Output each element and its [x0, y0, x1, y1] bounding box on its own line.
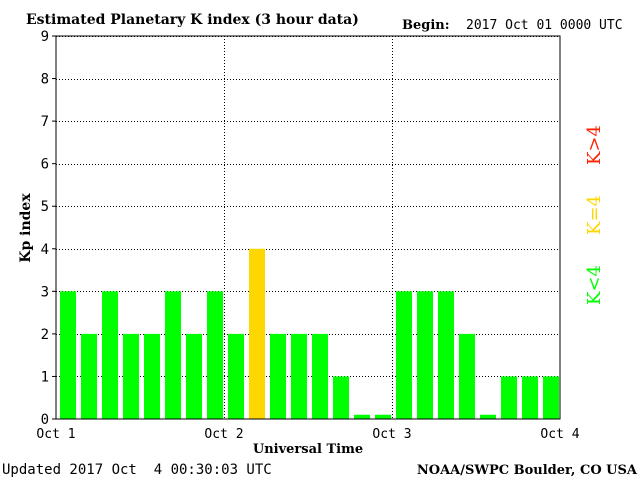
kp-bar [438, 291, 454, 419]
y-axis-label: Kp index [18, 193, 34, 263]
y-tick-label: 0 [41, 412, 49, 428]
legend: K<4 K=4 K>4 [584, 125, 605, 305]
kp-bar [270, 333, 286, 419]
kp-bar [228, 333, 244, 419]
y-tick-label: 1 [41, 369, 49, 385]
y-tick-label: 5 [41, 199, 49, 215]
kp-bar [354, 414, 370, 419]
legend-entry: K>4 [584, 125, 605, 165]
bar-series [60, 248, 559, 419]
x-tick-label: Oct 3 [372, 427, 411, 442]
kp-bar [186, 333, 202, 419]
y-tick-label: 4 [41, 242, 49, 258]
y-tick-label: 6 [41, 157, 49, 173]
y-tick-label: 2 [41, 327, 49, 343]
kp-bar [60, 291, 76, 419]
plot-frame [55, 35, 561, 420]
x-axis-label: Universal Time [253, 442, 363, 457]
begin-label: Begin: [402, 18, 450, 33]
kp-bar [459, 333, 475, 419]
kp-bar [522, 376, 538, 419]
kp-bar [543, 376, 559, 419]
legend-entry: K<4 [584, 265, 605, 305]
kp-bar [396, 291, 412, 419]
kp-bar [81, 333, 97, 419]
kp-bar [207, 291, 223, 419]
kp-bar [123, 333, 139, 419]
source-credit: NOAA/SWPC Boulder, CO USA [417, 463, 638, 478]
y-tick-label: 8 [41, 72, 49, 88]
kp-bar [249, 248, 265, 419]
y-tick-label: 3 [41, 284, 49, 300]
kp-bar [501, 376, 517, 419]
x-axis-ticks: Oct 1 Oct 2 Oct 3 Oct 4 [36, 427, 579, 442]
begin-value: 2017 Oct 01 0000 UTC [466, 18, 623, 33]
y-axis-ticks: 0 1 2 3 4 5 6 7 8 9 [41, 29, 56, 428]
kp-bar [480, 414, 496, 419]
kp-bar [417, 291, 433, 419]
kp-bar [291, 333, 307, 419]
chart-title: Estimated Planetary K index (3 hour data… [26, 12, 359, 28]
kp-bar [144, 333, 160, 419]
updated-timestamp: Updated 2017 Oct 4 00:30:03 UTC [2, 462, 272, 478]
x-tick-label: Oct 4 [540, 427, 579, 442]
kp-bar [165, 291, 181, 419]
x-tick-label: Oct 1 [36, 427, 75, 442]
legend-entry: K=4 [584, 195, 605, 235]
y-tick-label: 9 [41, 29, 49, 45]
kp-bar [312, 333, 328, 419]
kp-bar [375, 414, 391, 419]
kp-bar [102, 291, 118, 419]
kp-bar [333, 376, 349, 419]
x-tick-label: Oct 2 [204, 427, 243, 442]
y-tick-label: 7 [41, 114, 49, 130]
